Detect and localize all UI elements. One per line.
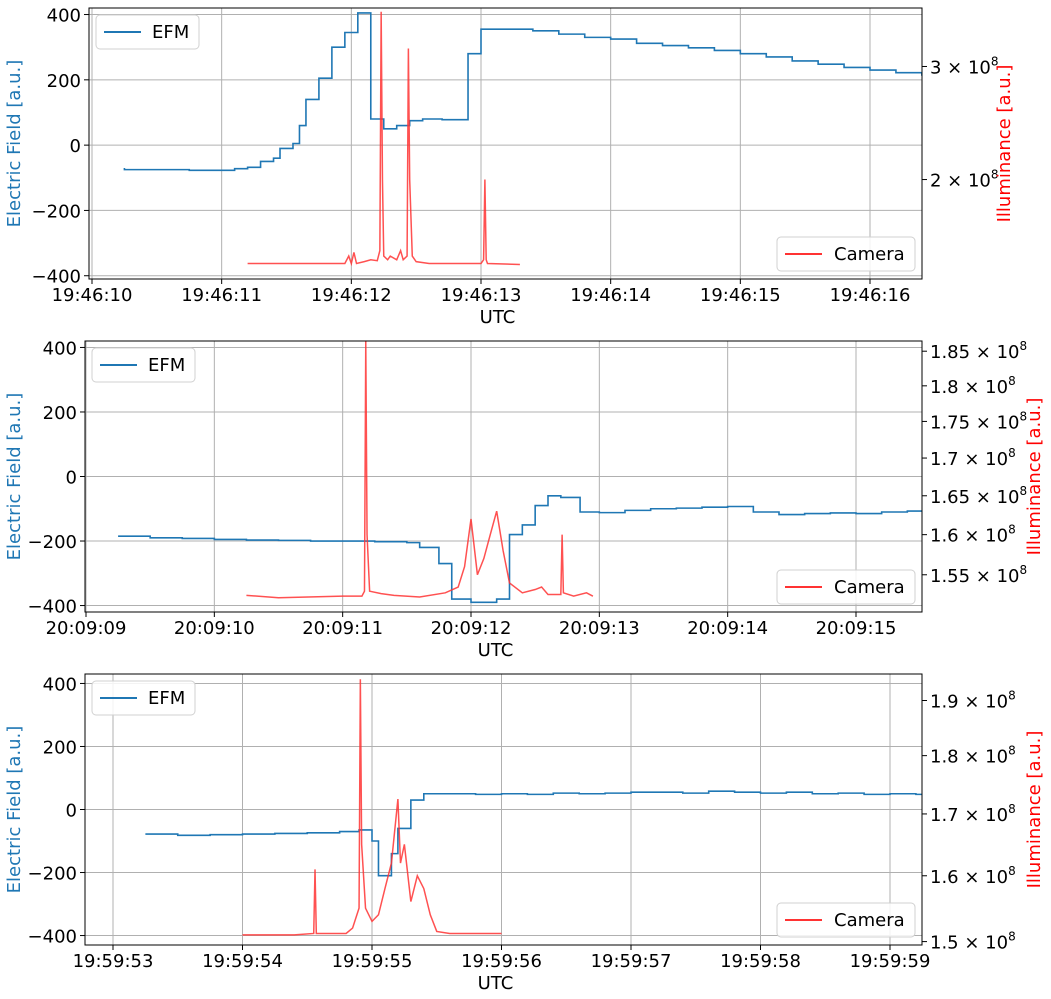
grid	[85, 674, 922, 945]
x-tick-label: 19:59:59	[850, 951, 931, 972]
y-left-tick-label: −200	[32, 201, 81, 222]
y-left-tick-label: 400	[47, 6, 81, 27]
y-left-axis-label: Electric Field [a.u.]	[4, 393, 25, 561]
x-axis-label: UTC	[480, 307, 516, 328]
y-left-tick-label: 0	[66, 468, 77, 489]
y-left-tick-label: 400	[43, 338, 77, 359]
series-line-camera	[242, 679, 502, 936]
x-tick-label: 19:46:10	[52, 285, 133, 306]
y-left-tick-label: 200	[47, 71, 81, 92]
y-right-tick-label: 1.9 × 108	[930, 688, 1016, 712]
legend-label: EFM	[152, 22, 189, 43]
series-line-efm	[118, 495, 922, 604]
y-left-tick-label: −200	[28, 864, 77, 885]
y-left-tick-label: −400	[28, 927, 77, 948]
y-right-tick-label: 1.75 × 108	[930, 409, 1027, 433]
y-left-tick-label: 400	[43, 674, 77, 695]
x-tick-label: 19:46:12	[311, 285, 392, 306]
y-right-tick-label: 1.7 × 108	[930, 446, 1016, 470]
legend-label: EFM	[148, 688, 185, 709]
y-right-axis-label: Illuminance [a.u.]	[1024, 731, 1045, 889]
grid	[85, 341, 922, 612]
x-tick-label: 19:59:57	[591, 951, 672, 972]
chart-panel-1: 19:46:10 19:46:11 19:46:12 19:46:13 19:46:14…	[4, 6, 1015, 328]
legend-efm: EFM	[95, 14, 200, 50]
y-left-tick-label: 0	[70, 136, 81, 157]
y-right-tick-label: 1.65 × 108	[930, 484, 1027, 508]
legend-label: Camera	[834, 577, 905, 598]
legend-camera: Camera	[776, 569, 916, 605]
y-right-tick-label: 1.8 × 108	[930, 744, 1016, 768]
x-tick-label: 19:59:58	[720, 951, 801, 972]
y-right-tick-label: 1.55 × 108	[930, 563, 1027, 587]
x-tick-label: 20:09:12	[431, 618, 512, 639]
x-tick-label: 19:59:54	[202, 951, 283, 972]
y-right-tick-label: 1.85 × 108	[930, 339, 1027, 363]
y-right-tick-label: 1.8 × 108	[930, 374, 1016, 398]
y-right-tick-label: 1.5 × 108	[930, 930, 1016, 954]
x-tick-label: 20:09:13	[559, 618, 640, 639]
y-left-tick-label: 0	[66, 801, 77, 822]
plot-frame	[88, 7, 923, 280]
x-tick-label: 20:09:11	[302, 618, 383, 639]
y-left-tick-label: −400	[32, 267, 81, 288]
y-left-axis-label: Electric Field [a.u.]	[4, 726, 25, 894]
x-tick-label: 19:46:14	[570, 285, 651, 306]
legend-label: Camera	[834, 244, 905, 265]
y-left-axis-label: Electric Field [a.u.]	[4, 60, 25, 228]
x-tick-label: 19:59:56	[461, 951, 542, 972]
legend-efm: EFM	[91, 347, 196, 383]
x-tick-label: 19:46:15	[700, 285, 781, 306]
y-left-tick-label: 200	[43, 737, 77, 758]
y-left-tick-label: −400	[28, 597, 77, 618]
y-right-axis-label: Illuminance [a.u.]	[994, 65, 1015, 223]
chart-panel-3: 19:59:53 19:59:54 19:59:55 19:59:56 19:59:57…	[4, 673, 1045, 994]
y-right-tick-label: 1.7 × 108	[930, 802, 1016, 826]
y-right-axis-label: Illuminance [a.u.]	[1024, 398, 1045, 556]
y-right-tick-label: 1.6 × 108	[930, 864, 1016, 888]
x-tick-label: 19:46:13	[441, 285, 522, 306]
y-left-tick-label: −200	[28, 532, 77, 553]
y-left-tick-label: 200	[43, 403, 77, 424]
series-line-camera	[247, 11, 520, 267]
x-tick-label: 19:59:55	[332, 951, 413, 972]
x-tick-label: 19:59:53	[73, 951, 154, 972]
y-right-tick-label: 1.6 × 108	[930, 523, 1016, 547]
x-axis-label: UTC	[478, 973, 514, 994]
x-tick-label: 20:09:15	[816, 618, 897, 639]
x-tick-label: 20:09:10	[174, 618, 255, 639]
x-tick-label: 20:09:09	[46, 618, 127, 639]
y-right-tick-label: 2 × 108	[930, 168, 999, 192]
legend-camera: Camera	[776, 902, 916, 938]
y-right-tick-label: 3 × 108	[930, 54, 999, 78]
x-tick-label: 20:09:14	[687, 618, 768, 639]
legend-label: EFM	[148, 355, 185, 376]
series-line-efm	[145, 790, 922, 877]
legend-label: Camera	[834, 910, 905, 931]
x-tick-label: 19:46:16	[830, 285, 911, 306]
chart-panel-2: 20:09:09 20:09:10 20:09:11 20:09:12 20:09:13…	[4, 338, 1045, 661]
x-axis-label: UTC	[478, 640, 514, 661]
legend-camera: Camera	[776, 236, 916, 272]
x-tick-label: 19:46:11	[181, 285, 262, 306]
series-line-efm	[123, 12, 922, 172]
series-line-camera	[246, 341, 594, 599]
legend-efm: EFM	[91, 680, 196, 716]
